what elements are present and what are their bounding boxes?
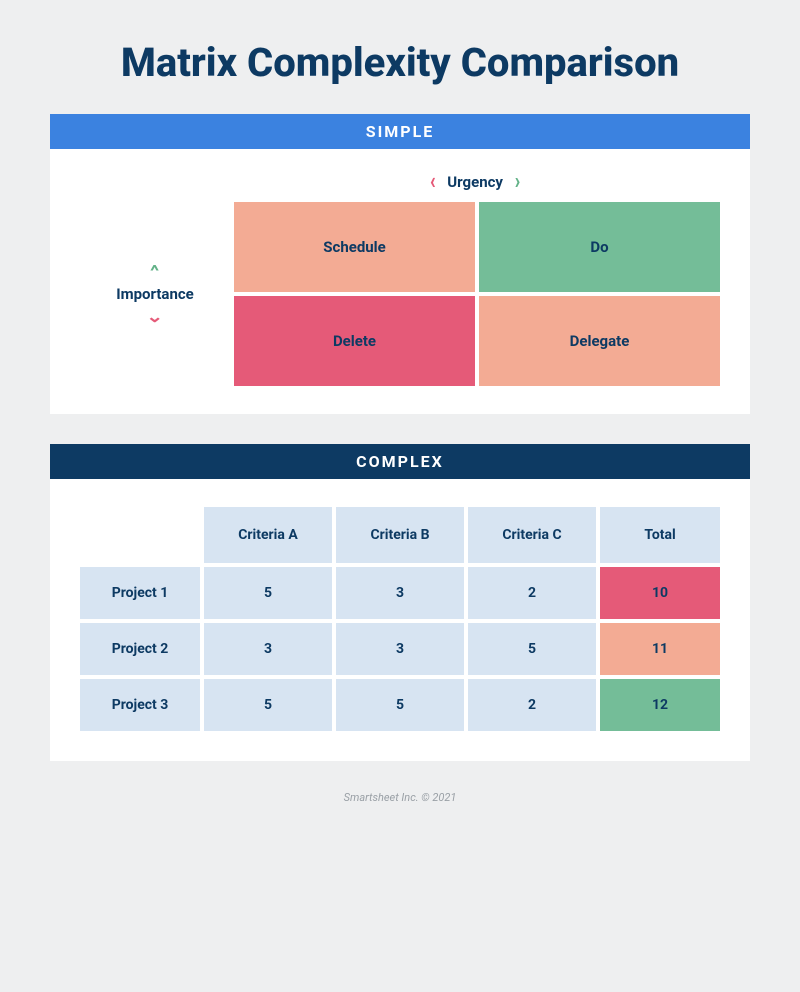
urgency-axis-label: ‹ Urgency › (230, 171, 720, 192)
chevron-right-icon: › (515, 168, 520, 195)
simple-quadrant-grid: ^ Importance ⌄ Schedule Do Delete Delega… (80, 202, 720, 386)
chevron-left-icon: ‹ (430, 168, 436, 195)
col-header-total: Total (600, 507, 720, 563)
cell-r1-total: 10 (600, 567, 720, 619)
quadrant-schedule: Schedule (234, 202, 475, 292)
simple-body: ‹ Urgency › ^ Importance ⌄ Schedule Do D… (50, 149, 750, 414)
cell-r2-c: 5 (468, 623, 596, 675)
row-label-3: Project 3 (80, 679, 200, 731)
simple-panel: SIMPLE ‹ Urgency › ^ Importance ⌄ Schedu… (50, 114, 750, 414)
cell-r1-b: 3 (336, 567, 464, 619)
page-title: Matrix Complexity Comparison (50, 40, 750, 86)
quadrant-delete: Delete (234, 296, 475, 386)
cell-r2-total: 11 (600, 623, 720, 675)
quadrant-delegate: Delegate (479, 296, 720, 386)
footer-credit: Smartsheet Inc. © 2021 (50, 791, 750, 804)
row-label-2: Project 2 (80, 623, 200, 675)
cell-r2-a: 3 (204, 623, 332, 675)
cell-r3-a: 5 (204, 679, 332, 731)
complex-table: Criteria A Criteria B Criteria C Total P… (80, 507, 720, 731)
complex-body: Criteria A Criteria B Criteria C Total P… (50, 479, 750, 761)
cell-r2-b: 3 (336, 623, 464, 675)
col-header-c: Criteria C (468, 507, 596, 563)
cell-r3-total: 12 (600, 679, 720, 731)
urgency-text: Urgency (447, 173, 503, 191)
cell-r1-c: 2 (468, 567, 596, 619)
chevron-down-icon: ⌄ (146, 309, 163, 325)
table-corner (80, 507, 200, 563)
col-header-b: Criteria B (336, 507, 464, 563)
cell-r3-b: 5 (336, 679, 464, 731)
simple-header: SIMPLE (50, 114, 750, 149)
cell-r3-c: 2 (468, 679, 596, 731)
complex-panel: COMPLEX Criteria A Criteria B Criteria C… (50, 444, 750, 761)
complex-header: COMPLEX (50, 444, 750, 479)
importance-axis-label: ^ Importance ⌄ (80, 202, 230, 386)
quadrant-do: Do (479, 202, 720, 292)
chevron-up-icon: ^ (150, 263, 159, 279)
importance-text: Importance (116, 285, 194, 303)
cell-r1-a: 5 (204, 567, 332, 619)
col-header-a: Criteria A (204, 507, 332, 563)
row-label-1: Project 1 (80, 567, 200, 619)
